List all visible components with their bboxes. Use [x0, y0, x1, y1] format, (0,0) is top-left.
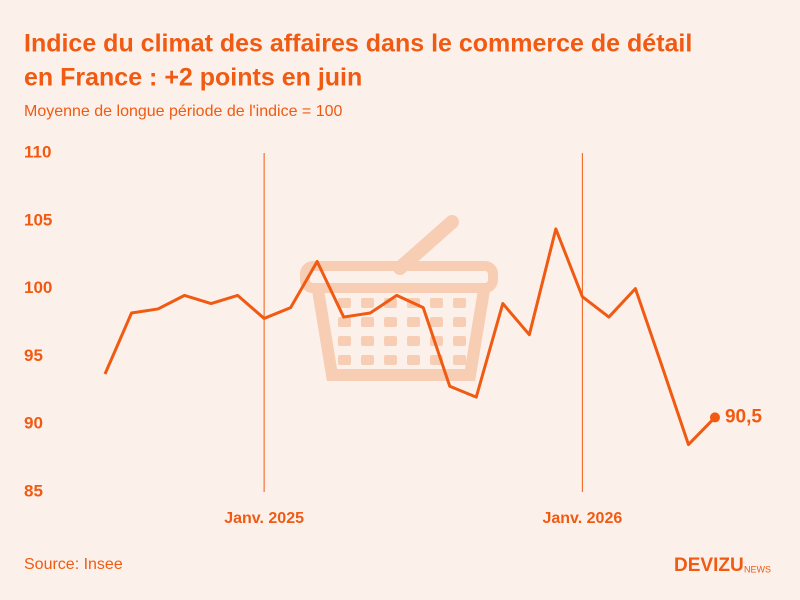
basket-cell	[338, 317, 351, 327]
basket-cell	[338, 355, 351, 365]
y-tick-label: 110	[24, 142, 51, 161]
end-point	[709, 412, 720, 423]
x-tick-label: Janv. 2026	[542, 510, 622, 527]
y-tick-label: 100	[24, 278, 52, 297]
y-tick-label: 90	[24, 414, 43, 433]
brand: DEVIZU	[674, 555, 744, 576]
basket-cell	[407, 336, 420, 346]
chart-title: Indice du climat des affaires dans le co…	[24, 30, 692, 58]
x-tick-label: Janv. 2025	[224, 510, 304, 527]
y-tick-label: 95	[24, 346, 43, 365]
source: Source: Insee	[24, 556, 123, 573]
basket-cell	[384, 336, 397, 346]
basket-cell	[361, 298, 374, 308]
line	[103, 227, 717, 447]
basket-grid	[338, 298, 466, 365]
basket-cell	[407, 355, 420, 365]
basket-cell	[453, 355, 466, 365]
brand-suffix: NEWS	[744, 564, 771, 574]
data-label: 90,5	[725, 406, 762, 427]
basket-cell	[453, 317, 466, 327]
basket-cell	[338, 298, 351, 308]
basket-icon	[300, 215, 498, 381]
basket-cell	[384, 317, 397, 327]
basket-cell	[430, 298, 443, 308]
basket-cell	[430, 317, 443, 327]
chart-subtitle: Moyenne de longue période de l'indice = …	[24, 103, 343, 120]
basket-cell	[453, 336, 466, 346]
basket-cell	[361, 317, 374, 327]
basket-cell	[407, 317, 420, 327]
chart-title: en France : +2 points en juin	[24, 64, 362, 92]
basket-cell	[361, 355, 374, 365]
basket-cell	[453, 298, 466, 308]
y-tick-label: 85	[24, 481, 43, 500]
basket-cell	[338, 336, 351, 346]
y-tick-label: 105	[24, 210, 52, 229]
basket-cell	[361, 336, 374, 346]
basket-cell	[384, 355, 397, 365]
